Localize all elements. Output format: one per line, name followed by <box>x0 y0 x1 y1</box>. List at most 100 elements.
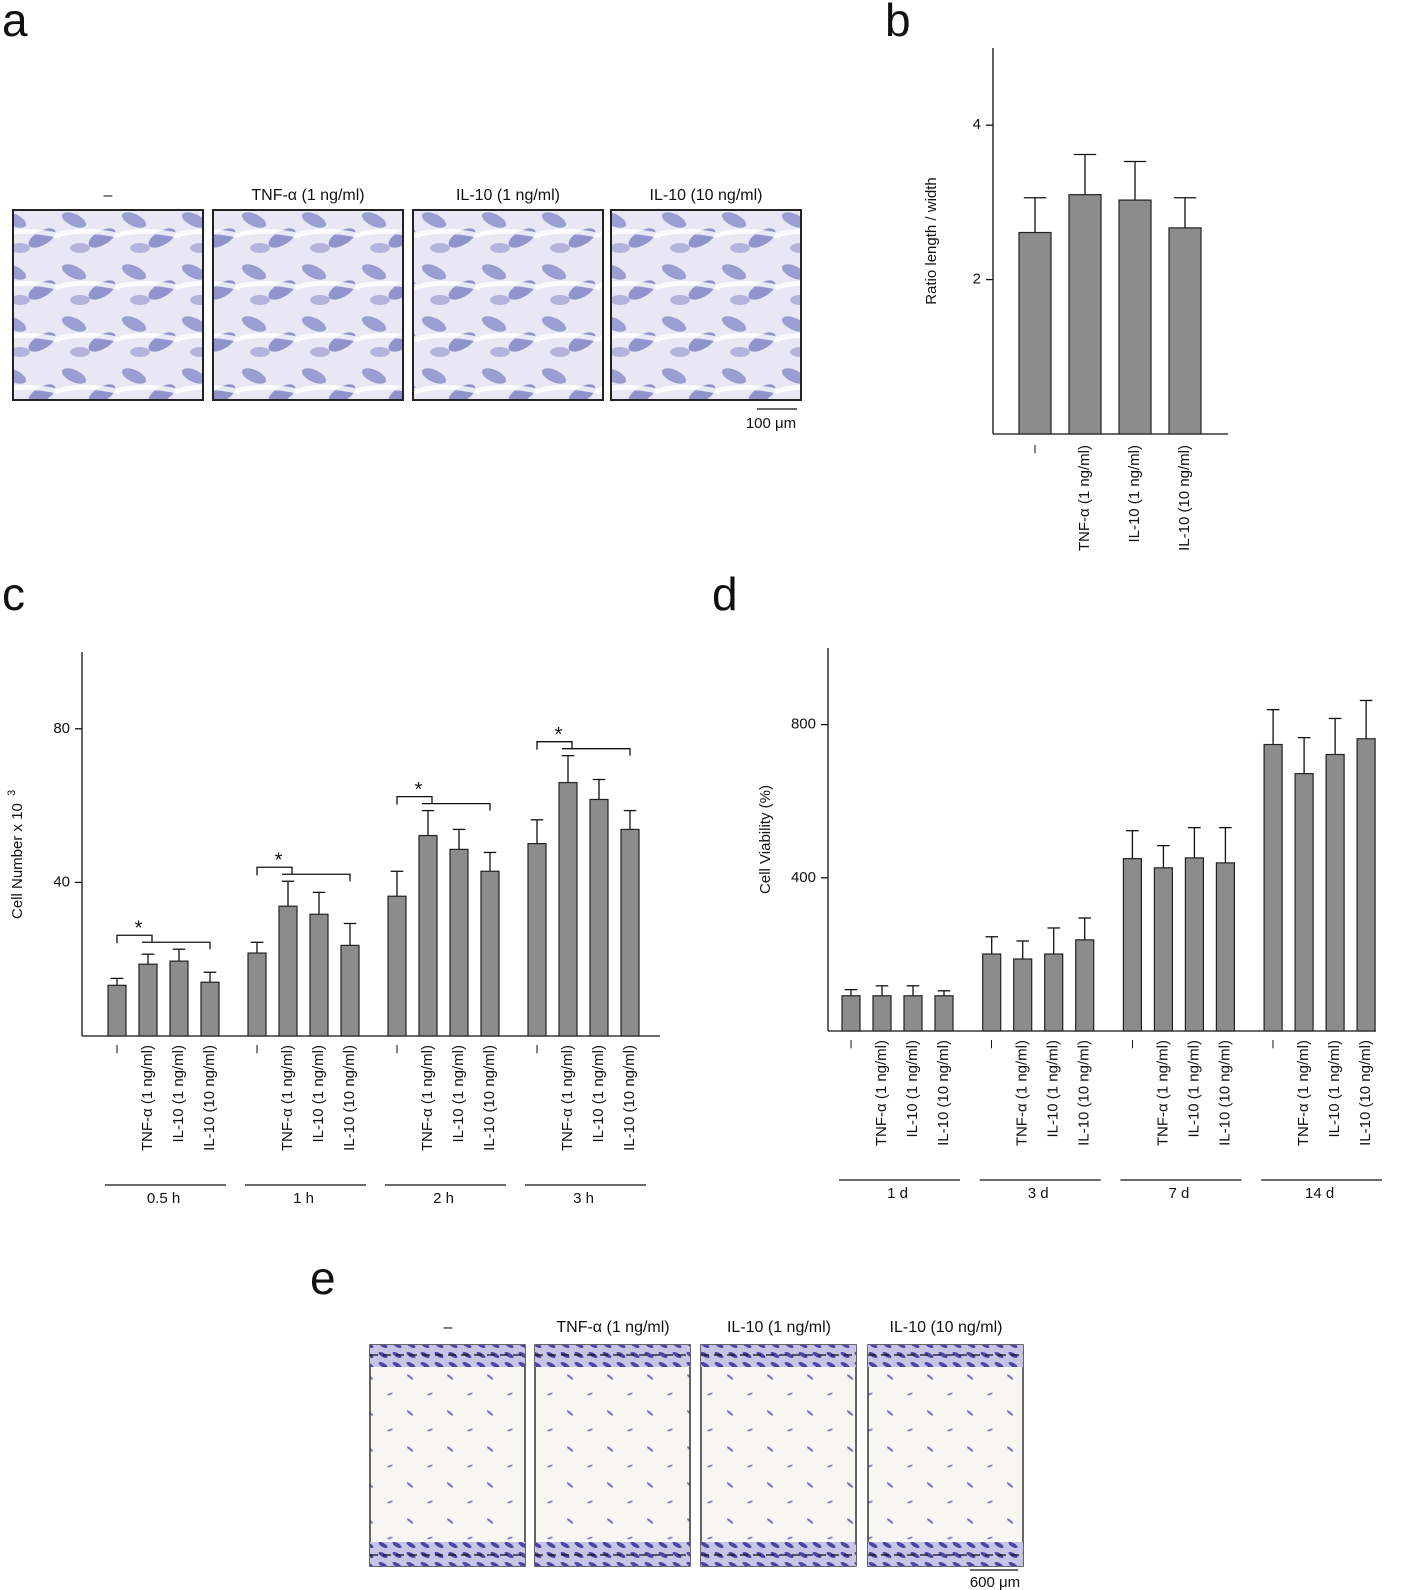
x-tick-label: IL-10 (10 ng/ml) <box>1216 1040 1233 1146</box>
x-tick-label: IL-10 (1 ng/ml) <box>310 1045 327 1143</box>
x-tick-label: TNF-α (1 ng/ml) <box>559 1045 576 1151</box>
y-tick-label: 4 <box>973 116 981 133</box>
panel-label: b <box>885 0 911 46</box>
significance-bracket <box>116 934 153 944</box>
bar <box>309 913 329 1037</box>
bar <box>620 828 640 1037</box>
scale-bar-label: 100 μm <box>746 415 796 432</box>
panel-e: – TNF-α (1 ng/ml) IL-10 (1 ng/ml) IL-10 (10… <box>369 1319 1024 1590</box>
micrograph <box>700 1344 857 1567</box>
bar <box>934 995 954 1032</box>
significance-bracket <box>282 873 351 882</box>
bar <box>278 905 298 1037</box>
group-label: 1 d <box>887 1185 908 1202</box>
bar <box>1153 867 1174 1032</box>
bar <box>1068 194 1102 435</box>
significance-bracket <box>562 748 631 756</box>
cell-band <box>535 1542 690 1566</box>
x-tick-label: TNF-α (1 ng/ml) <box>139 1045 156 1151</box>
significance-star: * <box>415 779 423 801</box>
x-tick-label: IL-10 (1 ng/ml) <box>1185 1040 1202 1138</box>
significance-star: * <box>275 850 283 872</box>
image-title: TNF-α (1 ng/ml) <box>556 1319 669 1336</box>
group-label: 2 h <box>433 1190 454 1207</box>
bar <box>340 944 360 1037</box>
y-axis-label: Cell Number x 10 <box>9 803 26 919</box>
bar <box>527 843 547 1037</box>
micrograph <box>12 209 204 401</box>
y-tick-label: 400 <box>791 869 816 886</box>
x-tick-label: TNF-α (1 ng/ml) <box>1154 1040 1171 1146</box>
bar <box>387 895 407 1037</box>
cell-band <box>535 1345 690 1367</box>
group-label: 7 d <box>1168 1185 1189 1202</box>
x-tick-label: IL-10 (10 ng/ml) <box>1357 1040 1374 1146</box>
significance-bracket <box>536 741 573 750</box>
x-tick-label: TNF-α (1 ng/ml) <box>1014 1040 1031 1146</box>
image-title: IL-10 (10 ng/ml) <box>890 1319 1003 1336</box>
image-title: IL-10 (1 ng/ml) <box>727 1319 831 1336</box>
x-tick-label: – <box>108 1044 125 1053</box>
bar <box>200 981 220 1037</box>
bar <box>1118 199 1152 435</box>
micrograph <box>212 209 404 401</box>
bar <box>449 848 469 1037</box>
x-tick-label: IL-10 (10 ng/ml) <box>481 1045 498 1151</box>
panel-label: d <box>712 568 738 620</box>
bar <box>1294 773 1314 1032</box>
bar <box>1325 753 1345 1032</box>
bar <box>903 995 923 1032</box>
x-tick-label: – <box>1026 444 1043 453</box>
x-tick-label: IL-10 (10 ng/ml) <box>201 1045 218 1151</box>
x-tick-label: IL-10 (10 ng/ml) <box>621 1045 638 1151</box>
cell-band <box>370 1542 525 1566</box>
y-tick-label: 80 <box>53 720 70 737</box>
bar <box>1168 227 1202 435</box>
panel-label: a <box>2 0 28 46</box>
cell-band <box>370 1345 525 1367</box>
bar <box>982 953 1002 1032</box>
image-title: – <box>104 187 113 204</box>
x-tick-label: IL-10 (1 ng/ml) <box>904 1040 921 1138</box>
x-tick-label: TNF-α (1 ng/ml) <box>279 1045 296 1151</box>
image-title: – <box>444 1319 453 1336</box>
bar <box>589 798 609 1037</box>
x-tick-label: IL-10 (1 ng/ml) <box>1045 1040 1062 1138</box>
x-tick-label: – <box>388 1044 405 1053</box>
bar <box>247 952 267 1037</box>
bar <box>1263 743 1283 1032</box>
group-label: 14 d <box>1305 1185 1334 1202</box>
cell-band <box>868 1542 1023 1566</box>
panel-a: – TNF-α (1 ng/ml) IL-10 (1 ng/ml) IL-10 (10… <box>12 187 802 432</box>
x-tick-label: – <box>842 1039 859 1048</box>
micrograph <box>534 1344 691 1567</box>
image-title: IL-10 (10 ng/ml) <box>650 187 763 204</box>
x-tick-label: IL-10 (1 ng/ml) <box>1126 445 1143 543</box>
panel-label: c <box>2 568 25 620</box>
group-label: 0.5 h <box>147 1190 180 1207</box>
bar <box>1122 858 1143 1032</box>
x-tick-label: TNF-α (1 ng/ml) <box>1076 445 1093 551</box>
scale-bar-label: 600 μm <box>970 1574 1020 1590</box>
x-tick-label: IL-10 (10 ng/ml) <box>341 1045 358 1151</box>
significance-bracket <box>396 795 433 805</box>
x-tick-label: – <box>1123 1039 1140 1048</box>
bar <box>169 960 189 1037</box>
cell-band <box>701 1345 856 1367</box>
x-tick-label: – <box>1264 1039 1281 1048</box>
significance-star: * <box>135 917 143 939</box>
micrograph <box>867 1344 1024 1567</box>
y-axis-label: Ratio length / width <box>923 177 940 305</box>
charts: b 2 4 Ratio length / width – TNF-α (1 ng/ml) I… <box>2 0 1383 1207</box>
bar <box>1356 738 1376 1032</box>
bar <box>1075 939 1095 1032</box>
bar <box>138 963 158 1037</box>
cell-band <box>868 1345 1023 1367</box>
micrograph <box>610 209 802 401</box>
micrograph <box>369 1344 526 1567</box>
y-tick-label: 2 <box>973 271 981 288</box>
bar <box>107 984 127 1037</box>
y-axis-label-sup: 3 <box>6 790 18 796</box>
group-label: 1 h <box>293 1190 314 1207</box>
